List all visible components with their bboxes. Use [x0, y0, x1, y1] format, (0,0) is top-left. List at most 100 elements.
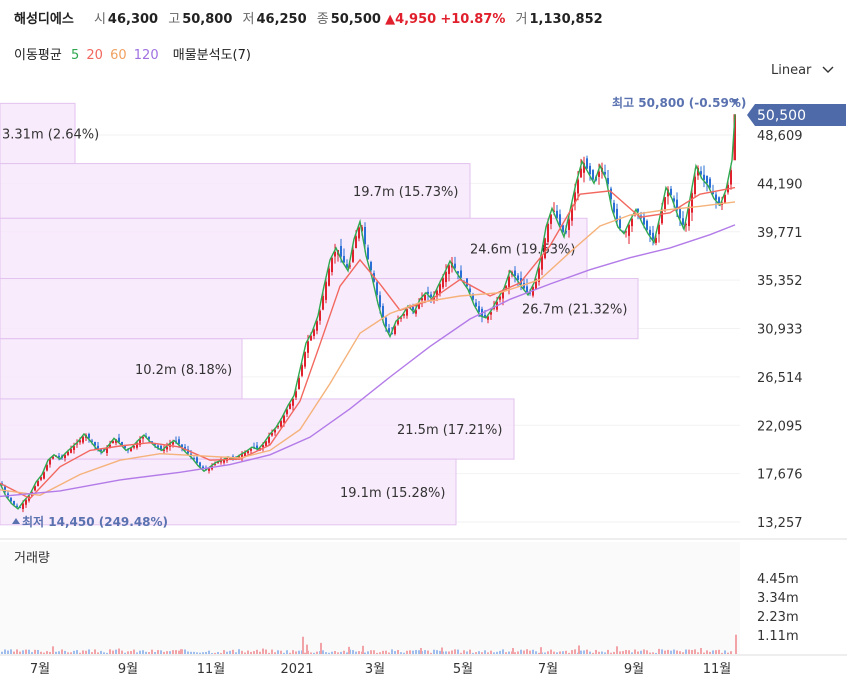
volume-bar: [439, 650, 441, 654]
candle: [328, 268, 330, 286]
candle: [442, 278, 444, 288]
candle: [82, 436, 84, 443]
volume-bar: [643, 649, 645, 654]
ma-20[interactable]: 20: [86, 48, 103, 63]
candle: [631, 218, 633, 227]
volume-bar: [388, 652, 390, 654]
candle: [730, 170, 732, 185]
volume-bar: [412, 650, 414, 654]
candle: [112, 440, 114, 444]
volume-bar: [223, 650, 225, 654]
candle: [658, 224, 660, 235]
candle: [577, 179, 579, 194]
ma-120[interactable]: 120: [133, 48, 159, 63]
ma-legend[interactable]: 이동평균 5 20 60 120 매물분석도(7): [14, 44, 256, 63]
candle: [592, 170, 594, 180]
close-label: 종: [316, 12, 329, 27]
volume-bar: [172, 650, 174, 654]
volume-bar: [604, 652, 606, 654]
candle: [550, 214, 552, 224]
candle: [484, 314, 486, 318]
candle: [343, 256, 345, 263]
ma-60[interactable]: 60: [110, 48, 127, 63]
candle: [667, 189, 669, 197]
candle: [274, 429, 276, 433]
candle: [397, 320, 399, 325]
candle: [379, 295, 381, 308]
candle: [70, 448, 72, 453]
volume-profile-label: 21.5m (17.21%): [397, 423, 502, 438]
close-value: 50,500: [330, 12, 381, 27]
min-price-label: 최저 14,450 (249.48%): [22, 514, 168, 529]
current-price-tag: [747, 104, 846, 126]
volume-pane: 거래량 4.45m 3.34m 2.23m 1.11m: [0, 538, 847, 654]
candle: [76, 443, 78, 445]
volume-bar: [637, 651, 639, 654]
volume-bar: [214, 652, 216, 654]
volume-profile-label: 24.6m (19.63%): [470, 242, 575, 257]
candle: [40, 477, 42, 480]
candle: [100, 449, 102, 452]
candle: [256, 445, 258, 449]
low-label: 저: [242, 12, 255, 27]
volume-bar: [532, 649, 534, 654]
candle: [220, 460, 222, 463]
volume-bar: [61, 649, 63, 654]
volume-bar: [331, 651, 333, 654]
y-tick-label: 48,609: [757, 129, 803, 144]
volume-bar: [430, 652, 432, 654]
candle: [376, 282, 378, 295]
volume-bar: [238, 649, 240, 654]
volume-bar: [697, 652, 699, 654]
volume-bar: [271, 649, 273, 654]
volume-bar: [304, 652, 306, 654]
volume-bar: [454, 649, 456, 654]
candle: [241, 454, 243, 458]
candle: [301, 364, 303, 376]
volume-bar: [325, 652, 327, 654]
volume-bar: [109, 649, 111, 654]
volume-bar: [121, 650, 123, 654]
candle: [355, 236, 357, 249]
candle: [412, 306, 414, 311]
candle: [22, 503, 24, 510]
volume-profile-label: 10.2m (8.18%): [135, 363, 232, 378]
candle: [391, 332, 393, 334]
volume-bar: [37, 649, 39, 654]
candle: [340, 245, 342, 257]
volume-bar: [676, 650, 678, 654]
volume-profile-toggle[interactable]: 매물분석도(7): [172, 48, 251, 63]
candle: [286, 409, 288, 415]
ma-5[interactable]: 5: [70, 48, 80, 63]
candle: [469, 288, 471, 293]
candle: [700, 171, 702, 175]
candle: [130, 448, 132, 452]
volume-bar: [139, 650, 141, 654]
volume-bar: [655, 652, 657, 654]
volume-bar: [664, 650, 666, 654]
volume-bar: [148, 652, 150, 654]
ma60-line: [0, 201, 736, 497]
candle: [604, 171, 606, 175]
candle: [202, 466, 204, 470]
volume-tick-label: 4.45m: [757, 572, 799, 587]
volume-profile-label: 19.1m (15.28%): [340, 486, 445, 501]
candle: [250, 448, 252, 451]
candle: [460, 270, 462, 278]
volume-bar: [418, 650, 420, 654]
candle: [139, 439, 141, 445]
volume-bar: [298, 650, 300, 654]
volume-bar: [610, 652, 612, 654]
volume-bar: [112, 650, 114, 654]
candle: [574, 192, 576, 204]
candle: [364, 226, 366, 245]
candle: [46, 464, 48, 471]
volume-bar: [619, 651, 621, 654]
volume-bar: [232, 649, 234, 654]
volume-bar: [427, 650, 429, 654]
candle: [718, 197, 720, 203]
scale-select[interactable]: Linear: [771, 63, 834, 78]
volume-bar: [85, 650, 87, 654]
volume-bar: [478, 651, 480, 654]
